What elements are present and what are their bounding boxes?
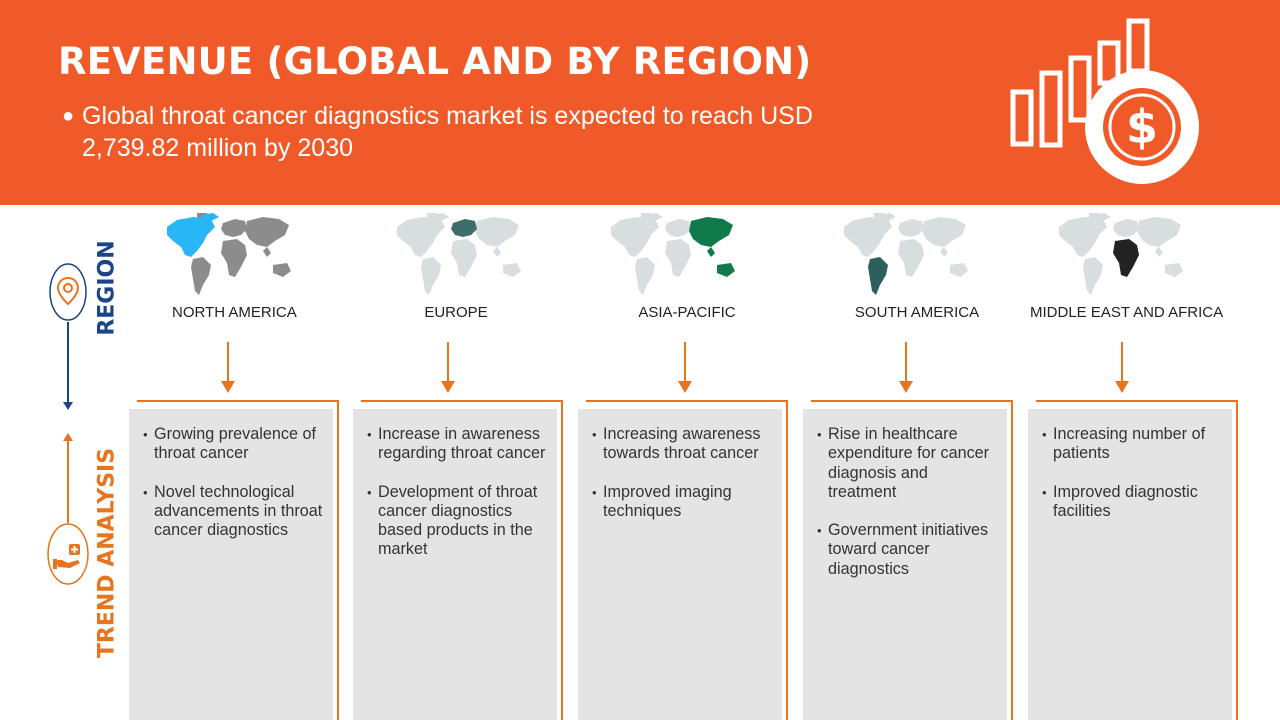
trend-item: Increase in awareness regarding throat c…	[367, 425, 547, 464]
trend-card-south-america: Rise in healthcare expenditure for cance…	[803, 400, 1013, 720]
middle-east-africa-highlight	[1113, 239, 1139, 277]
region-connector-line	[67, 322, 69, 404]
europe-map-icon	[397, 213, 521, 295]
arrow-down-icon	[220, 342, 236, 394]
trend-analysis-axis-label: TREND ANALYSIS	[94, 447, 120, 658]
europe-highlight	[451, 219, 477, 237]
arrow-down-icon	[677, 342, 693, 394]
arrow-down-icon	[898, 342, 914, 394]
arrow-down-icon	[63, 402, 73, 410]
header-banner: REVENUE (GLOBAL AND BY REGION) ● Global …	[0, 0, 1280, 205]
trend-connector-line	[67, 441, 69, 523]
location-pin-icon	[49, 263, 87, 321]
bullet-icon: ●	[62, 105, 75, 127]
trend-item: Growing prevalence of throat cancer	[143, 425, 323, 464]
trend-card-asia-pacific: Increasing awareness towards throat canc…	[578, 400, 788, 720]
region-axis-label: REGION	[94, 240, 120, 336]
region-label-europe: EUROPE	[424, 304, 488, 321]
trend-item: Improved imaging techniques	[592, 483, 772, 522]
region-label-asia-pacific: ASIA-PACIFIC	[638, 304, 736, 321]
north-america-highlight	[167, 213, 219, 257]
revenue-growth-dollar-icon: $	[1010, 18, 1199, 184]
asia-pacific-highlight	[689, 217, 735, 277]
trend-item: Novel technological advancements in thro…	[143, 483, 323, 541]
trend-item: Rise in healthcare expenditure for cance…	[817, 425, 997, 502]
south-america-map-icon	[844, 213, 968, 295]
trend-card-europe: Increase in awareness regarding throat c…	[353, 400, 563, 720]
region-label-north-america: NORTH AMERICA	[172, 304, 297, 321]
arrow-down-icon	[1114, 342, 1130, 394]
page-title: REVENUE (GLOBAL AND BY REGION)	[58, 40, 812, 83]
trend-item: Increasing number of patients	[1042, 425, 1222, 464]
svg-text:$: $	[1126, 100, 1158, 154]
north-america-map-icon	[167, 213, 291, 295]
asia-pacific-map-icon	[611, 213, 735, 295]
trend-item: Increasing awareness towards throat canc…	[592, 425, 772, 464]
middle-east-africa-map-icon	[1059, 213, 1183, 295]
subtitle: ● Global throat cancer diagnostics marke…	[62, 100, 822, 164]
trend-card-middle-east-africa: Increasing number of patients Improved d…	[1028, 400, 1238, 720]
trend-item: Improved diagnostic facilities	[1042, 483, 1222, 522]
trend-item: Government initiatives toward cancer dia…	[817, 521, 997, 579]
subtitle-text: Global throat cancer diagnostics market …	[82, 102, 813, 162]
region-label-middle-east-africa: MIDDLE EAST AND AFRICA	[1030, 304, 1224, 321]
trend-card-north-america: Growing prevalence of throat cancer Nove…	[129, 400, 339, 720]
arrow-down-icon	[440, 342, 456, 394]
arrow-up-icon	[63, 433, 73, 441]
trend-item: Development of throat cancer diagnostics…	[367, 483, 547, 560]
hand-heart-icon	[47, 523, 89, 585]
south-america-highlight	[868, 257, 888, 295]
region-label-south-america: SOUTH AMERICA	[854, 304, 980, 321]
